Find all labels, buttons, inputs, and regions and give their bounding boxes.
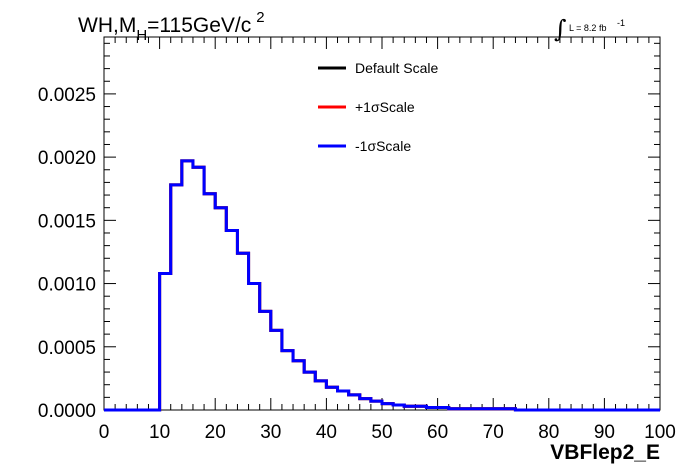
- x-tick-label: 90: [594, 422, 615, 443]
- y-tick-label: 0.0020: [38, 148, 96, 169]
- x-tick-label: 70: [483, 422, 504, 443]
- x-tick-label: 80: [538, 422, 559, 443]
- x-tick-label: 0: [99, 422, 110, 443]
- luminosity-text: L = 8.2 fb: [569, 23, 606, 33]
- chart-title: WH,MH=115GeV/c 2: [78, 9, 265, 44]
- x-tick-label: 10: [149, 422, 170, 443]
- legend-label: Default Scale: [355, 60, 438, 76]
- y-tick-label: 0.0010: [38, 275, 96, 296]
- plot-frame: [103, 36, 661, 411]
- chart-title-main: WH,M: [78, 14, 136, 37]
- y-tick-label: 0.0025: [38, 85, 96, 106]
- y-tick-label: 0.0015: [38, 211, 96, 232]
- legend-label: +1σScale: [355, 99, 415, 115]
- series-line: [104, 159, 660, 412]
- y-axis-ticks: 0.0000 0.0005 0.0010 0.0015 0.0020 0.0025: [38, 42, 660, 422]
- x-tick-label: 60: [427, 422, 448, 443]
- legend-label: -1σScale: [355, 138, 411, 154]
- x-tick-label: 100: [644, 422, 676, 443]
- x-axis-label: VBFlep2_E: [550, 441, 660, 464]
- x-tick-label: 50: [371, 422, 392, 443]
- integral-symbol: ∫: [554, 15, 567, 43]
- y-tick-label: 0.0005: [38, 338, 96, 359]
- luminosity-label: ∫ L = 8.2 fb -1: [554, 15, 625, 43]
- series-layer: [104, 159, 660, 412]
- chart-title-superscript: 2: [256, 9, 264, 26]
- chart-title-subscript: H: [136, 27, 147, 44]
- x-tick-label: 30: [260, 422, 281, 443]
- y-tick-label: 0.0000: [38, 401, 96, 422]
- x-axis-ticks: 0 10 20 30 40 50 60 70 80 90 100: [99, 37, 676, 443]
- legend: Default Scale +1σScale -1σScale: [318, 60, 438, 154]
- chart-title-rest: =115GeV/c: [147, 14, 251, 37]
- x-tick-label: 20: [205, 422, 226, 443]
- luminosity-exponent: -1: [617, 18, 625, 28]
- x-tick-label: 40: [316, 422, 337, 443]
